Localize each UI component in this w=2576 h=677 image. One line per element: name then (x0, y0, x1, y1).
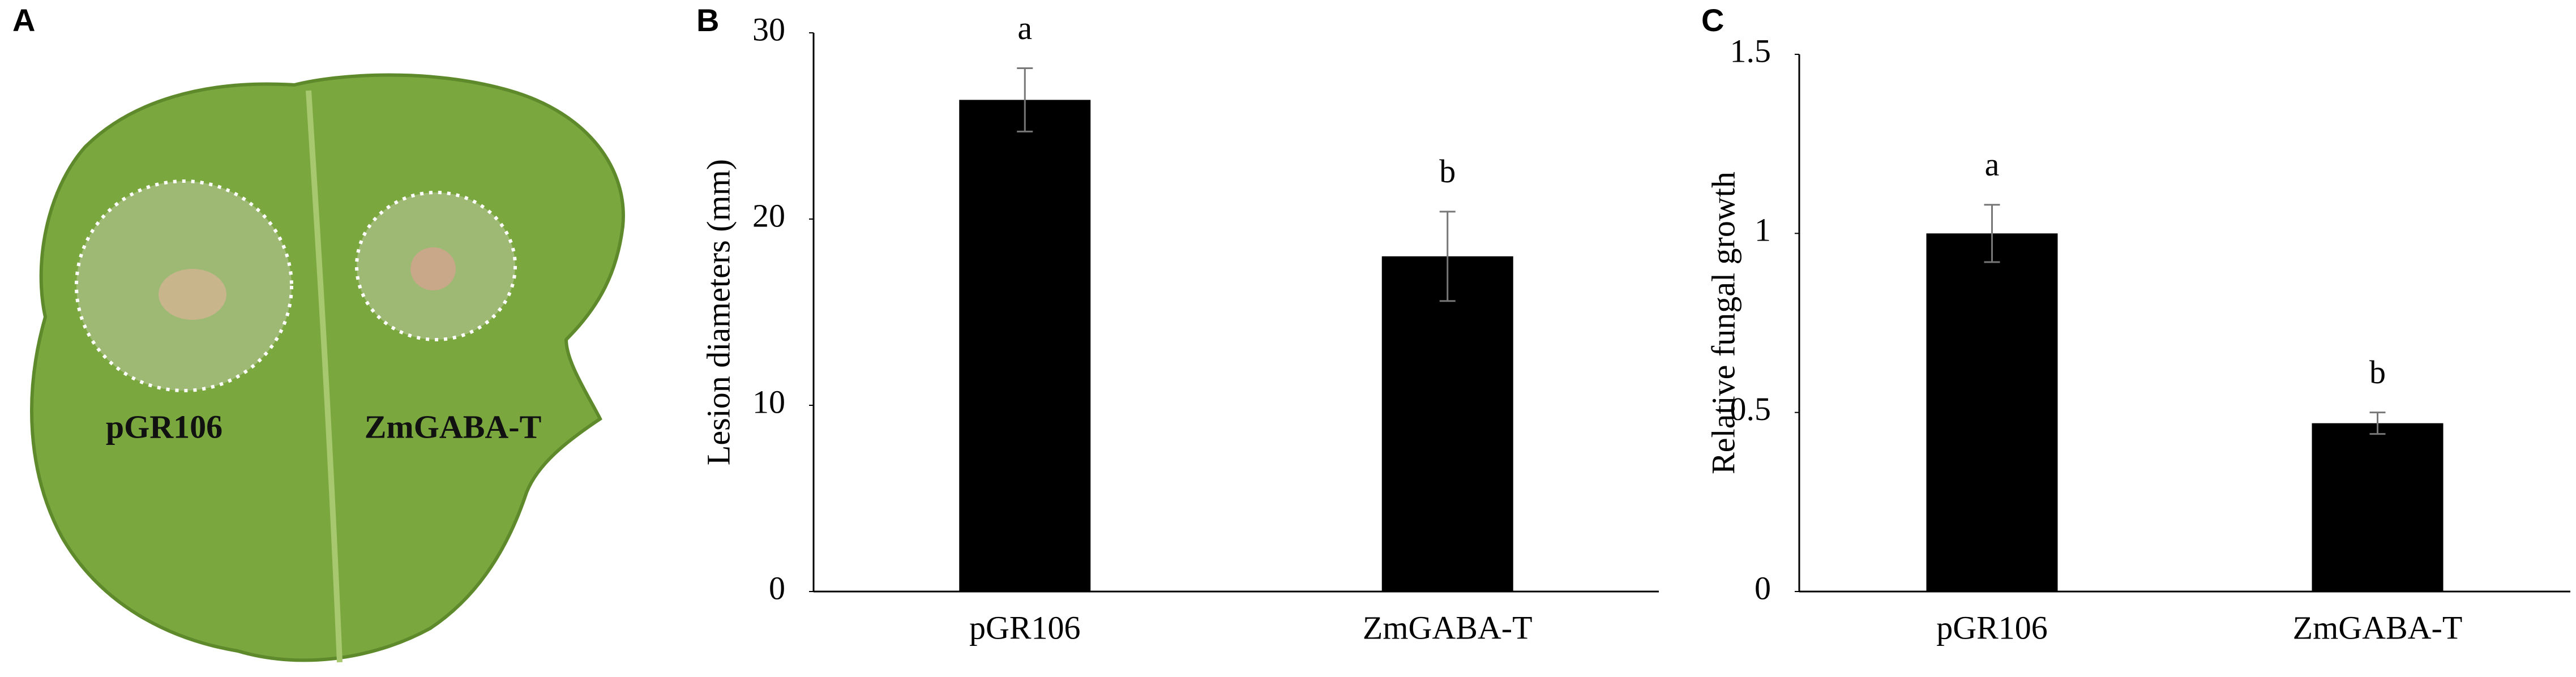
lesion (410, 247, 456, 290)
y-axis-label: Lesion diameters (mm) (700, 159, 737, 465)
y-tick-label: 0 (1755, 569, 1771, 606)
bar (1926, 233, 2058, 592)
leaf-photo: pGR106 ZmGABA-T A (12, 2, 625, 663)
panel-label: B (696, 2, 719, 38)
leaf-label: ZmGABA-T (365, 408, 542, 445)
x-tick-label: pGR106 (1936, 609, 2048, 646)
panel-label: A (12, 2, 35, 38)
leaf-vein (306, 90, 343, 663)
y-tick-label: 0.5 (1730, 391, 1771, 427)
y-tick-label: 1.5 (1730, 32, 1771, 69)
y-tick-label: 10 (752, 383, 785, 420)
y-tick-label: 1 (1755, 212, 1771, 248)
y-axis-label: Relative fungal growth (1705, 172, 1741, 474)
bar (2312, 423, 2444, 592)
y-tick-label: 20 (752, 197, 785, 234)
leaf-label: pGR106 (106, 408, 222, 445)
panel-label: C (1701, 2, 1724, 38)
bar (1381, 256, 1513, 592)
significance-letter: a (1985, 146, 2000, 183)
y-tick-label: 0 (769, 569, 785, 606)
y-tick-label: 30 (752, 11, 785, 48)
significance-letter: a (1017, 10, 1032, 46)
x-tick-label: ZmGABA-T (2293, 609, 2463, 646)
bar (959, 100, 1091, 592)
x-tick-label: ZmGABA-T (1363, 609, 1533, 646)
significance-letter: b (2369, 354, 2386, 391)
x-tick-label: pGR106 (969, 609, 1081, 646)
lesion (159, 269, 226, 320)
significance-letter: b (1439, 153, 1456, 190)
